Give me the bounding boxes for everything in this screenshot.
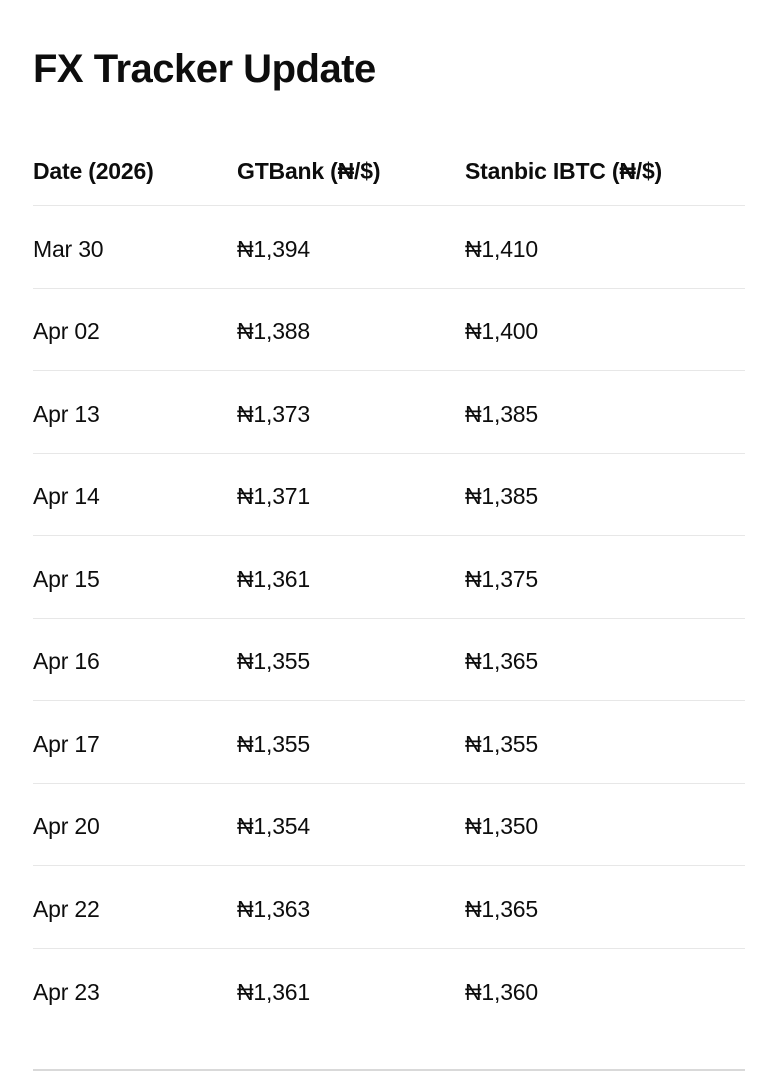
gtbank-rate-cell: ₦1,361 [237, 565, 310, 592]
gtbank-rate-cell: ₦1,354 [237, 813, 310, 840]
stanbic-rate-cell: ₦1,365 [465, 648, 538, 675]
table-header-row: Date (2026) GTBank (₦/$) Stanbic IBTC (₦… [33, 92, 745, 206]
page-title: FX Tracker Update [33, 47, 376, 91]
table-row: Apr 20 ₦1,354 ₦1,350 [33, 784, 745, 866]
stanbic-rate-cell: ₦1,385 [465, 483, 538, 510]
date-cell: Mar 30 [33, 235, 104, 262]
table-row: Apr 23 ₦1,361 ₦1,360 [33, 949, 745, 1032]
date-cell: Apr 14 [33, 483, 100, 510]
stanbic-rate-cell: ₦1,360 [465, 978, 538, 1005]
gtbank-rate-cell: ₦1,355 [237, 730, 310, 757]
column-header-gtbank-rate: GTBank (₦/$) [237, 158, 381, 184]
stanbic-rate-cell: ₦1,385 [465, 400, 538, 427]
bottom-horizontal-rule [33, 1069, 745, 1071]
gtbank-rate-cell: ₦1,363 [237, 895, 310, 922]
gtbank-rate-cell: ₦1,361 [237, 978, 310, 1005]
gtbank-rate-cell: ₦1,373 [237, 400, 310, 427]
stanbic-rate-cell: ₦1,365 [465, 895, 538, 922]
gtbank-rate-cell: ₦1,394 [237, 235, 310, 262]
date-cell: Apr 16 [33, 648, 100, 675]
date-cell: Apr 20 [33, 813, 100, 840]
stanbic-rate-cell: ₦1,375 [465, 565, 538, 592]
table-row: Apr 14 ₦1,371 ₦1,385 [33, 454, 745, 536]
table-row: Apr 13 ₦1,373 ₦1,385 [33, 371, 745, 454]
stanbic-rate-cell: ₦1,410 [465, 235, 538, 262]
gtbank-rate-cell: ₦1,371 [237, 483, 310, 510]
gtbank-rate-cell: ₦1,388 [237, 318, 310, 345]
table-row: Apr 22 ₦1,363 ₦1,365 [33, 866, 745, 949]
fx-rates-table: Date (2026) GTBank (₦/$) Stanbic IBTC (₦… [33, 92, 745, 1031]
date-cell: Apr 23 [33, 978, 100, 1005]
table-row: Apr 15 ₦1,361 ₦1,375 [33, 536, 745, 619]
table-row: Apr 02 ₦1,388 ₦1,400 [33, 289, 745, 371]
date-cell: Apr 13 [33, 400, 100, 427]
date-cell: Apr 17 [33, 730, 100, 757]
table-row: Mar 30 ₦1,394 ₦1,410 [33, 206, 745, 289]
date-cell: Apr 22 [33, 895, 100, 922]
date-cell: Apr 02 [33, 318, 100, 345]
table-row: Apr 17 ₦1,355 ₦1,355 [33, 701, 745, 784]
column-header-date: Date (2026) [33, 158, 154, 184]
stanbic-rate-cell: ₦1,400 [465, 318, 538, 345]
table-row: Apr 16 ₦1,355 ₦1,365 [33, 619, 745, 701]
table-body: Mar 30 ₦1,394 ₦1,410 Apr 02 ₦1,388 ₦1,400 Apr … [33, 206, 745, 1031]
column-header-stanbic-rate: Stanbic IBTC (₦/$) [465, 158, 663, 184]
stanbic-rate-cell: ₦1,355 [465, 730, 538, 757]
gtbank-rate-cell: ₦1,355 [237, 648, 310, 675]
stanbic-rate-cell: ₦1,350 [465, 813, 538, 840]
date-cell: Apr 15 [33, 565, 100, 592]
